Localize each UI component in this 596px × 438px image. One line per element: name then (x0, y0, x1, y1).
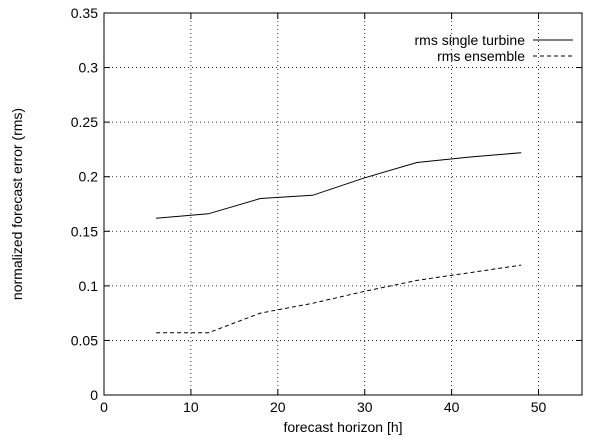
y-tick-label: 0.15 (71, 223, 98, 239)
x-tick-label: 30 (357, 399, 373, 415)
y-tick-label: 0.1 (79, 278, 99, 294)
plot-frame (103, 12, 583, 396)
x-axis-label: forecast horizon [h] (283, 419, 402, 435)
y-tick-label: 0 (90, 387, 98, 403)
y-tick-label: 0.3 (79, 60, 99, 76)
x-tick-label: 50 (531, 399, 547, 415)
x-tick-label: 10 (183, 399, 199, 415)
grid-layer (104, 13, 582, 395)
y-tick-label: 0.35 (71, 5, 98, 21)
y-axis-label: normalized forecast error (rms) (9, 108, 25, 300)
series-line-single-turbine (156, 152, 522, 219)
ticks-layer: 0 0.05 0.1 0.15 0.2 0.25 0.3 0.35 0 10 20 30 40 50 (71, 5, 582, 415)
y-tick-label: 0.25 (71, 114, 98, 130)
legend-label: rms single turbine (415, 32, 526, 48)
y-tick-label: 0.2 (79, 169, 99, 185)
legend-label: rms ensemble (437, 48, 525, 64)
x-tick-label: 0 (100, 399, 108, 415)
x-tick-label: 20 (270, 399, 286, 415)
y-tick-label: 0.05 (71, 332, 98, 348)
series-layer (156, 152, 522, 334)
x-tick-label: 40 (444, 399, 460, 415)
series-line-ensemble (156, 264, 522, 334)
